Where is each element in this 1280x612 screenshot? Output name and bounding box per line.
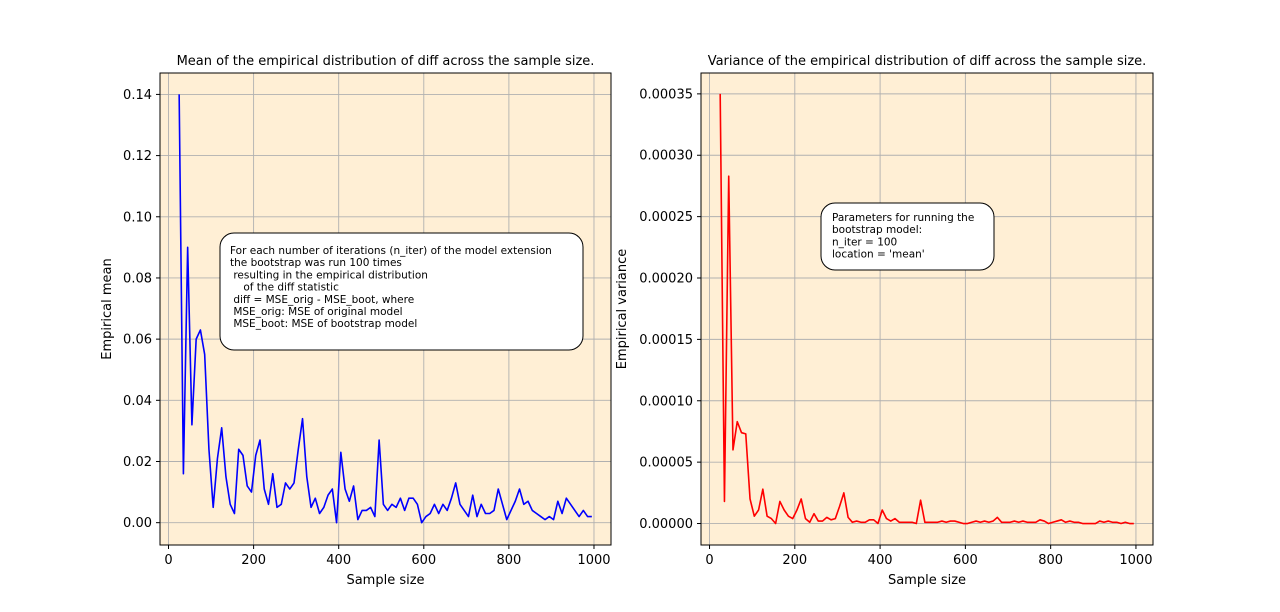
- mean-annotation-line-2: resulting in the empirical distribution: [230, 269, 428, 281]
- mean-annotation-line-3: of the diff statistic: [230, 282, 339, 294]
- mean-annotation-line-0: For each number of iterations (n_iter) o…: [230, 245, 552, 257]
- variance-x-tick-label-2: 400: [868, 553, 893, 568]
- variance-annotation-line-1: bootstrap model:: [832, 224, 922, 236]
- mean-series: [178, 94, 592, 524]
- variance-y-tick-label-6: 0.00030: [639, 149, 693, 164]
- variance-annotation-line-2: n_iter = 100: [832, 236, 897, 248]
- variance-x-tick-label-0: 0: [705, 553, 713, 568]
- variance-chart-title: Variance of the empirical distribution o…: [708, 54, 1147, 69]
- variance-ticks: 0 200 400 600 800 1000 0.00000 0.00005 0.00010 0.…: [639, 87, 1152, 568]
- variance-annotation-line-3: location = 'mean': [832, 249, 925, 261]
- mean-series-line: [178, 94, 592, 524]
- mean-y-tick-label-2: 0.04: [123, 394, 152, 409]
- mean-y-tick-label-0: 0.00: [123, 516, 152, 531]
- mean-x-axis-label: Sample size: [346, 573, 424, 588]
- mean-annotation-frame: [219, 232, 584, 351]
- variance-y-axis-label: Empirical variance: [615, 249, 630, 370]
- variance-x-tick-label-1: 200: [782, 553, 807, 568]
- mean-annotation-line-1: the bootstrap was run 100 times: [230, 257, 402, 269]
- mean-y-tick-label-5: 0.10: [123, 210, 152, 225]
- mean-x-tick-label-3: 600: [411, 553, 436, 568]
- mean-y-axis-label: Empirical mean: [100, 258, 115, 359]
- variance-x-tick-label-4: 800: [1038, 553, 1063, 568]
- mean-annotation-box: For each number of iterations (n_iter) o…: [219, 232, 584, 351]
- variance-y-tick-label-4: 0.00020: [639, 272, 693, 287]
- mean-x-tick-label-2: 400: [326, 553, 351, 568]
- variance-y-tick-label-2: 0.00010: [639, 394, 693, 409]
- mean-y-tick-label-1: 0.02: [123, 455, 152, 470]
- mean-annotation-line-4: diff = MSE_orig - MSE_boot, where: [230, 294, 414, 306]
- variance-annotation-frame: [820, 202, 995, 271]
- variance-series-line: [719, 93, 1134, 525]
- variance-annotation-line-0: Parameters for running the: [832, 212, 974, 224]
- variance-chart: 0 200 400 600 800 1000 0.00000 0.00005 0.00010 0.…: [615, 54, 1154, 588]
- mean-y-tick-label-6: 0.12: [123, 149, 152, 164]
- variance-axes-frame: [700, 72, 1154, 546]
- variance-x-tick-label-5: 1000: [1119, 553, 1152, 568]
- mean-x-tick-label-4: 800: [496, 553, 521, 568]
- variance-y-tick-label-5: 0.00025: [639, 210, 693, 225]
- variance-y-tick-label-1: 0.00005: [639, 456, 693, 471]
- mean-x-tick-label-5: 1000: [577, 553, 610, 568]
- variance-y-tick-label-7: 0.00035: [639, 87, 693, 102]
- mean-chart: 0 200 400 600 800 1000 0.00 0.02 0.04 0.06 0.08 0.1…: [100, 54, 612, 588]
- mean-y-tick-label-4: 0.08: [123, 271, 152, 286]
- mean-x-tick-label-0: 0: [164, 553, 172, 568]
- mean-ticks: 0 200 400 600 800 1000 0.00 0.02 0.04 0.06 0.08 0.1…: [123, 88, 610, 568]
- mean-y-tick-label-7: 0.14: [123, 88, 152, 103]
- variance-series: [719, 93, 1134, 525]
- mean-annotation-line-5: MSE_orig: MSE of original model: [230, 306, 403, 318]
- mean-x-tick-label-1: 200: [241, 553, 266, 568]
- mean-axes-frame: [159, 72, 612, 546]
- variance-plot-area: [701, 73, 1153, 545]
- mean-chart-title: Mean of the empirical distribution of di…: [177, 54, 595, 69]
- variance-x-axis-label: Sample size: [888, 573, 966, 588]
- variance-y-tick-label-0: 0.00000: [639, 517, 693, 532]
- variance-grid: [701, 73, 1153, 545]
- mean-annotation-line-6: MSE_boot: MSE of bootstrap model: [230, 318, 417, 330]
- mean-y-tick-label-3: 0.06: [123, 333, 152, 348]
- variance-y-tick-label-3: 0.00015: [639, 333, 693, 348]
- variance-x-tick-label-3: 600: [953, 553, 978, 568]
